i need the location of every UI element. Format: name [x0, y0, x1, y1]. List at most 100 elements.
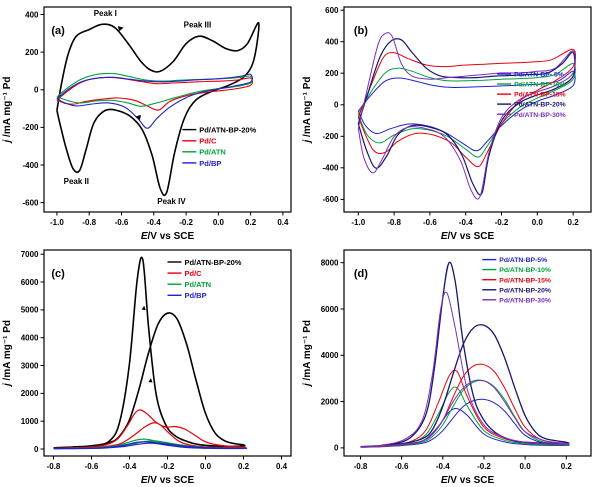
- legend-label-pd-atn-bp-15: Pd/ATN-BP-15%: [514, 92, 566, 99]
- annotation-peak-iv: Peak IV: [157, 197, 186, 206]
- legend-label-pd-atn-bp-20: Pd/ATN-BP-20%: [499, 287, 551, 294]
- svg-text:0.0: 0.0: [532, 218, 544, 227]
- y-axis-ticks: [40, 253, 44, 450]
- legend-label-pd-atn-bp-20: Pd/ATN-BP-20%: [199, 126, 256, 135]
- legend: Pd/ATN-BP- 5% Pd/ATN-BP-10% Pd/ATN-BP-15% P…: [497, 72, 566, 119]
- y-axis-title: j /mA mg⁻¹ Pd: [302, 76, 313, 144]
- annotations: (b): [354, 25, 368, 37]
- svg-text:-0.4: -0.4: [147, 218, 161, 227]
- y-axis-title: j /mA mg⁻¹ Pd: [2, 76, 13, 144]
- svg-text:400: 400: [25, 10, 39, 19]
- series-pd-atn-bp-5: [360, 398, 570, 448]
- x-axis-tick-labels: -0.8 -0.6 -0.4 -0.2 0.0 0.2: [354, 462, 573, 471]
- legend-label-pd-atn-bp-20: Pd/ATN-BP-20%: [514, 102, 566, 109]
- y-axis-title: j /mA mg⁻¹ Pd: [2, 320, 13, 388]
- svg-text:-0.2: -0.2: [495, 218, 509, 227]
- annotation-b: (b): [354, 25, 368, 37]
- x-axis-title: E/V vs SCE: [441, 475, 495, 486]
- svg-text:1000: 1000: [21, 417, 39, 426]
- legend: Pd/ATN-BP-5% Pd/ATN-BP-10% Pd/ATN-BP-15% Pd…: [482, 257, 551, 304]
- series-pd-atn-bp-20: [357, 38, 576, 196]
- x-axis-tick-labels: -1.0 -0.8 -0.6 -0.4 -0.2 0.0 0.2 0.4: [50, 218, 289, 227]
- x-axis-tick-labels: -0.8 -0.6 -0.4 -0.2 0.0 0.2 0.4: [47, 462, 288, 471]
- annotations: (a) Peak I Peak III Peak II Peak IV ▶ ◀: [51, 9, 211, 206]
- series-pd-atn-bp-30: [357, 32, 576, 200]
- series-pd-atn-bp-20: [56, 22, 260, 197]
- svg-text:-600: -600: [322, 195, 339, 204]
- svg-text:0.0: 0.0: [213, 218, 225, 227]
- plot-frame: [343, 249, 592, 457]
- svg-text:-600: -600: [22, 198, 39, 207]
- legend-label-pd-bp: Pd/BP: [199, 159, 221, 168]
- svg-text:200: 200: [25, 48, 39, 57]
- svg-text:2000: 2000: [21, 389, 39, 398]
- svg-text:4000: 4000: [321, 351, 339, 360]
- legend-label-pd-atn-bp-10: Pd/ATN-BP-10%: [514, 82, 566, 89]
- svg-text:8000: 8000: [321, 259, 339, 268]
- svg-text:5000: 5000: [21, 306, 39, 315]
- svg-text:0.2: 0.2: [238, 462, 250, 471]
- legend: Pd/ATN-BP-20% Pd/C Pd/ATN Pd/BP: [182, 126, 257, 168]
- legend: Pd/ATN-BP-20% Pd/C Pd/ATN Pd/BP: [167, 258, 242, 300]
- svg-text:0: 0: [334, 101, 339, 110]
- panel-d-oxidation-loading-series: -0.8 -0.6 -0.4 -0.2 0.0 0.2 0 2000 4000 6000 8000 E…: [300, 243, 600, 487]
- legend-label-pd-atn: Pd/ATN: [185, 280, 212, 289]
- svg-text:-1.0: -1.0: [50, 218, 64, 227]
- x-axis-ticks: [53, 456, 282, 460]
- svg-text:-0.4: -0.4: [123, 462, 137, 471]
- legend-label-pd-atn-bp-20: Pd/ATN-BP-20%: [185, 258, 242, 267]
- svg-text:-0.8: -0.8: [82, 218, 96, 227]
- panel-a-cv-comparison: -1.0 -0.8 -0.6 -0.4 -0.2 0.0 0.2 0.4 -600 -400 -20…: [0, 0, 300, 243]
- series-pd-atn-bp-20: [360, 261, 570, 448]
- svg-text:-0.6: -0.6: [423, 218, 437, 227]
- legend-label-pd-atn-bp-5: Pd/ATN-BP- 5%: [514, 72, 564, 79]
- svg-text:-0.8: -0.8: [354, 462, 368, 471]
- legend-label-pd-c: Pd/C: [185, 269, 203, 278]
- annotation-peak-ii: Peak II: [64, 177, 89, 186]
- annotation-peak-i: Peak I: [94, 9, 117, 18]
- svg-text:2000: 2000: [321, 397, 339, 406]
- y-axis-tick-labels: 0 2000 4000 6000 8000: [321, 259, 339, 453]
- svg-text:-200: -200: [22, 123, 39, 132]
- x-axis-title: E/V vs SCE: [441, 231, 495, 242]
- svg-text:-400: -400: [322, 164, 339, 173]
- annotation-: ▶: [118, 24, 125, 32]
- annotation-d: (d): [354, 268, 368, 280]
- svg-text:-0.8: -0.8: [47, 462, 61, 471]
- chart-a-svg: -1.0 -0.8 -0.6 -0.4 -0.2 0.0 0.2 0.4 -600 -400 -20…: [2, 6, 292, 242]
- series-pd-bp: [53, 441, 248, 450]
- svg-text:200: 200: [325, 69, 339, 78]
- svg-text:-0.2: -0.2: [179, 218, 193, 227]
- legend-label-pd-atn-bp-15: Pd/ATN-BP-15%: [499, 277, 551, 284]
- panel-b-cv-loading-series: -1.0 -0.8 -0.6 -0.4 -0.2 0.0 0.2 -600 -400 -200 0 2…: [300, 0, 600, 243]
- svg-text:7000: 7000: [21, 250, 39, 259]
- svg-text:0.4: 0.4: [276, 462, 288, 471]
- series-pd-atn-bp-20: [53, 256, 246, 449]
- svg-text:0.2: 0.2: [561, 462, 573, 471]
- y-axis-ticks: [340, 9, 344, 200]
- svg-text:-400: -400: [22, 161, 39, 170]
- svg-text:-0.8: -0.8: [387, 218, 401, 227]
- series-pd-atn-bp-5: [357, 70, 576, 152]
- y-axis-title: j /mA mg⁻¹ Pd: [302, 320, 313, 388]
- svg-text:0.0: 0.0: [520, 462, 532, 471]
- svg-text:-0.6: -0.6: [115, 218, 129, 227]
- svg-text:6000: 6000: [21, 278, 39, 287]
- series-curves: [53, 256, 248, 450]
- series-curves: [360, 261, 570, 448]
- svg-text:-200: -200: [322, 132, 339, 141]
- legend-label-pd-atn-bp-30: Pd/ATN-BP-30%: [499, 297, 551, 304]
- svg-text:600: 600: [325, 6, 339, 15]
- svg-text:0: 0: [34, 445, 39, 454]
- x-axis-title: E/V vs SCE: [141, 231, 195, 242]
- x-axis-ticks: [360, 456, 567, 460]
- legend-label-pd-atn-bp-30: Pd/ATN-BP-30%: [514, 112, 566, 119]
- y-axis-ticks: [40, 14, 44, 204]
- x-axis-tick-labels: -1.0 -0.8 -0.6 -0.4 -0.2 0.0 0.2: [351, 218, 579, 227]
- svg-text:0.4: 0.4: [277, 218, 289, 227]
- x-axis-title: E/V vs SCE: [141, 475, 195, 486]
- annotation-: ▲: [147, 377, 155, 385]
- annotation-c: (c): [51, 268, 65, 280]
- svg-text:-0.6: -0.6: [395, 462, 409, 471]
